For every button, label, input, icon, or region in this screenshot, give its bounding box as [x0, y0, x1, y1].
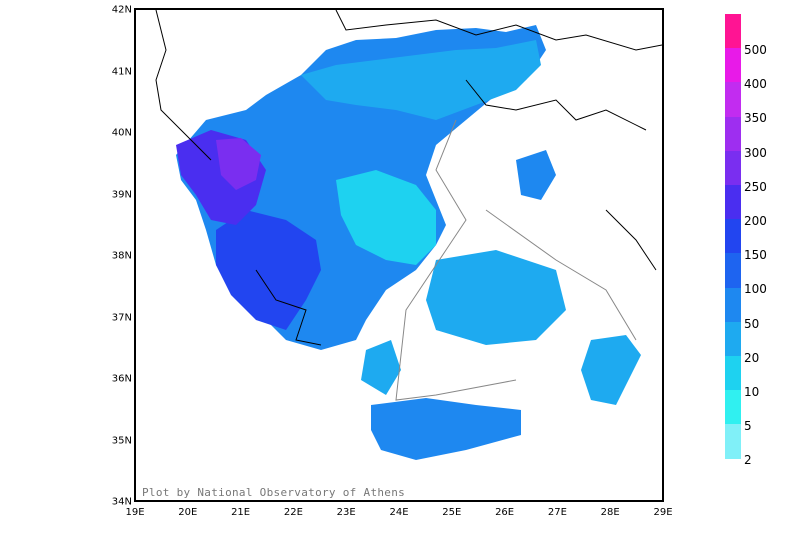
legend-swatch [725, 321, 741, 356]
lat-tick-label: 37N [111, 312, 132, 323]
lat-tick-label: 42N [111, 4, 132, 16]
legend-label: 20 [744, 350, 760, 365]
legend-swatch [725, 253, 741, 288]
legend-swatch [725, 150, 741, 185]
legend-label: 300 [744, 145, 767, 160]
legend-label: 5 [744, 419, 752, 434]
lon-tick-label: 27E [547, 507, 567, 518]
legend-label: 250 [744, 179, 767, 194]
lat-tick-label: 35N [111, 435, 132, 446]
lon-tick-label: 21E [231, 507, 251, 518]
dodecanese-area [516, 150, 556, 200]
lon-tick-label: 22E [283, 507, 303, 518]
legend-swatch [725, 390, 741, 425]
lon-tick-label: 19E [125, 507, 145, 518]
legend-swatch [725, 424, 741, 459]
legend-label: 100 [744, 282, 767, 297]
legend-swatch [725, 14, 741, 49]
lon-tick-label: 29E [653, 507, 673, 518]
lon-tick-label: 24E [389, 507, 409, 518]
crete-area [371, 398, 521, 460]
legend-label: 50 [744, 316, 760, 331]
legend-label: 350 [744, 111, 767, 126]
legend-label: 2 [744, 453, 752, 468]
cyclades-area [361, 340, 401, 395]
rhodes-area [581, 335, 641, 405]
legend-swatch [725, 287, 741, 322]
lat-tick-label: 41N [111, 66, 132, 77]
legend-swatch [725, 48, 741, 83]
legend-label: 200 [744, 214, 767, 228]
legend-label: 10 [744, 385, 760, 399]
lon-tick-label: 20E [178, 507, 198, 518]
lat-tick-label: 40N [111, 127, 132, 139]
legend-label: 500 [744, 43, 767, 57]
lon-tick-label: 23E [336, 507, 356, 518]
sea-boundaries [395, 119, 637, 401]
legend-swatch [725, 219, 741, 254]
legend-label: 400 [744, 77, 767, 92]
legend-swatch [725, 185, 741, 220]
map-credit: Plot by National Observatory of Athens [142, 486, 406, 499]
epirus-peak-area [216, 138, 261, 190]
lon-tick-label: 28E [600, 507, 620, 518]
coastline-lines [155, 10, 662, 346]
lat-tick-label: 34N [111, 496, 132, 508]
peloponnese-area [216, 210, 321, 330]
legend-swatch [725, 82, 741, 117]
lat-tick-label: 36N [111, 373, 132, 385]
lon-tick-label: 26E [495, 507, 515, 518]
legend-swatch [725, 356, 741, 391]
lon-tick-label: 25E [442, 507, 462, 518]
map-canvas [155, 10, 662, 460]
islands-precip-area [426, 250, 566, 345]
legend-label: 150 [744, 248, 767, 263]
legend-swatch [725, 116, 741, 151]
precipitation-map [134, 8, 664, 502]
aegean-area [336, 170, 436, 265]
lat-tick-label: 38N [111, 250, 132, 262]
lat-tick-label: 39N [111, 189, 132, 200]
north-strip-area [301, 40, 541, 120]
